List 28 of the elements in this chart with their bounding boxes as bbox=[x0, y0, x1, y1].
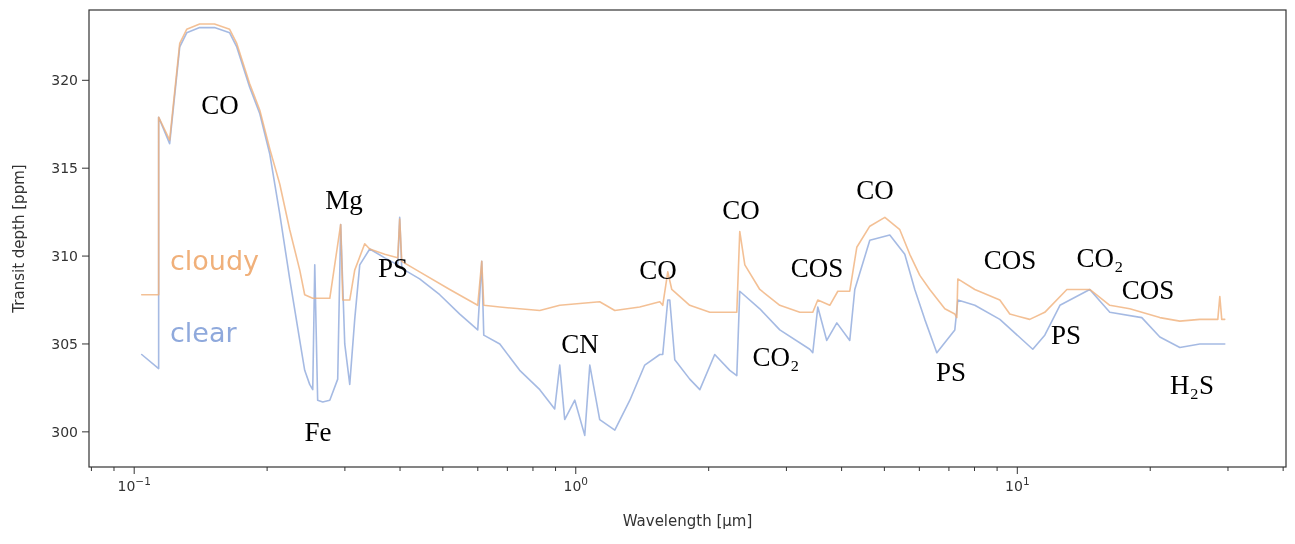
annotation: Mg bbox=[325, 185, 363, 215]
y-axis-title: Transit depth [ppm] bbox=[10, 164, 28, 314]
x-tick-label: 10$^{0}$ bbox=[563, 475, 589, 494]
annotation: PS bbox=[377, 253, 409, 283]
annotation: PS bbox=[1050, 320, 1082, 350]
y-tick-label: 310 bbox=[51, 248, 78, 265]
annotation: COS bbox=[1121, 275, 1175, 305]
annotation: Fe bbox=[304, 417, 332, 447]
y-tick-label: 300 bbox=[51, 423, 78, 440]
annotation: COS bbox=[790, 253, 844, 283]
y-tick-label: 320 bbox=[51, 72, 78, 89]
annotation: CO₂ bbox=[752, 342, 800, 372]
x-axis-title: Wavelength [μm] bbox=[622, 512, 753, 530]
series-label: clear bbox=[170, 317, 238, 348]
annotation: CO bbox=[722, 195, 760, 225]
x-tick-label: 10$^{1}$ bbox=[1005, 475, 1030, 494]
annotation: CO bbox=[639, 255, 677, 285]
annotation: CN bbox=[561, 329, 599, 359]
y-tick-label: 315 bbox=[51, 160, 78, 177]
annotation: COS bbox=[983, 245, 1037, 275]
y-tick-label: 305 bbox=[51, 335, 78, 352]
annotation: PS bbox=[935, 357, 967, 387]
annotation: CO₂ bbox=[1076, 243, 1124, 273]
annotation: H₂S bbox=[1170, 370, 1214, 400]
annotation: CO bbox=[856, 175, 894, 205]
annotation: CO bbox=[201, 90, 239, 120]
series-label: cloudy bbox=[170, 245, 260, 276]
x-tick-label: 10$^{−1}$ bbox=[117, 475, 151, 494]
